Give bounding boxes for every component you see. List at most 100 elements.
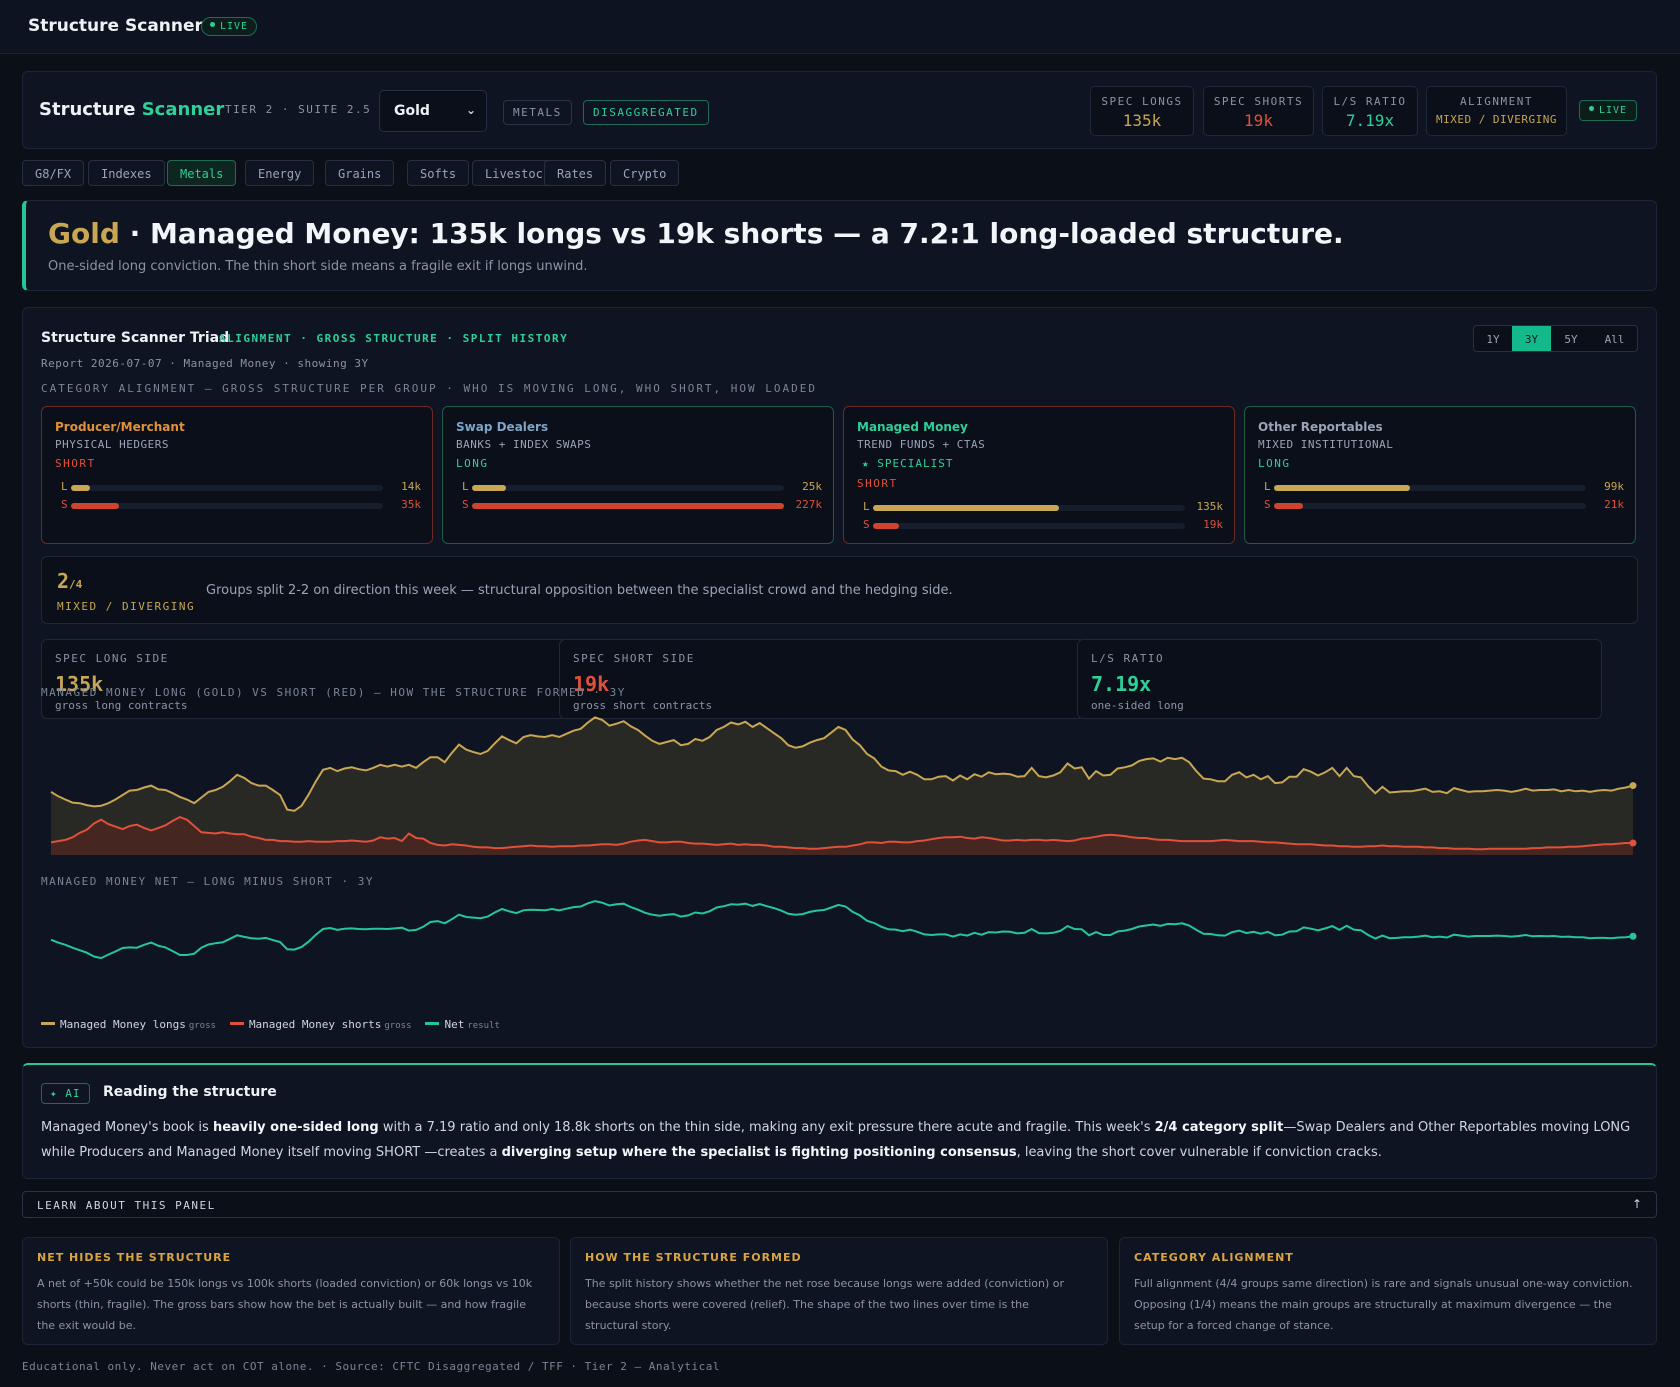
group-card-swap-dealers: Swap Dealers BANKS + INDEX SWAPS LONG L 25k S… [442, 406, 834, 544]
tab-rates[interactable]: Rates [544, 160, 607, 186]
live-dot-icon [1589, 106, 1594, 111]
range-1y[interactable]: 1Y [1486, 333, 1500, 346]
long-short-chart-label: MANAGED MONEY LONG (GOLD) VS SHORT (RED)… [41, 686, 626, 699]
header-title: Structure Scanner [39, 99, 225, 120]
group-name: Swap Dealers [456, 420, 549, 434]
header-live-badge: LIVE [1579, 100, 1638, 121]
short-bar-fill [873, 523, 900, 529]
metals-tag: METALS [503, 100, 572, 125]
short-bar: S 19k [863, 518, 1223, 531]
triad-title: Structure Scanner Triad [41, 330, 230, 346]
kpi-spec-short-side: SPEC SHORT SIDE 19k gross short contracts [559, 639, 1084, 719]
long-short-chart [50, 716, 1637, 855]
edu-text: Full alignment (4/4 groups same directio… [1134, 1277, 1633, 1332]
longs-last-point [1629, 782, 1637, 790]
shorts-line [50, 816, 1633, 851]
range-5y[interactable]: 5Y [1564, 333, 1578, 346]
live-dot-icon [210, 22, 215, 27]
headline-subtitle: One-sided long conviction. The thin shor… [48, 259, 588, 274]
long-bar: L 14k [61, 480, 421, 493]
tab-indexes[interactable]: Indexes [88, 160, 165, 186]
tab-energy[interactable]: Energy [245, 160, 315, 186]
kpi-sub: one-sided long [1091, 699, 1184, 712]
alignment-text: Groups split 2-2 on direction this week … [206, 583, 953, 598]
long-bar: L 99k [1264, 480, 1624, 493]
ai-paragraph: Managed Money's book is heavily one-side… [41, 1120, 1631, 1160]
chevron-down-icon: ⌄ [465, 103, 476, 117]
category-alignment-label: CATEGORY ALIGNMENT — GROSS STRUCTURE PER… [41, 382, 818, 395]
group-description: TREND FUNDS + CTAS [857, 438, 986, 451]
long-bar-fill [1274, 485, 1411, 491]
group-name: Producer/Merchant [55, 420, 185, 434]
kpi-value: 135k [55, 672, 104, 696]
top-bar: Structure Scanner LIVE [0, 0, 1680, 54]
legend-item: Net result [425, 1018, 500, 1031]
edu-title: NET HIDES THE STRUCTURE [37, 1251, 232, 1264]
edu-title: HOW THE STRUCTURE FORMED [585, 1251, 802, 1264]
spec-shorts-stat: SPEC SHORTS 19k [1203, 86, 1314, 136]
triad-subtitle: ALIGNMENT · GROSS STRUCTURE · SPLIT HIST… [219, 332, 569, 345]
legend-item: Managed Money shorts gross [229, 1018, 411, 1031]
shorts-last-point [1629, 839, 1637, 847]
short-bar: S 227k [462, 498, 822, 511]
legend-swatch [425, 1022, 440, 1025]
kpi-label: L/S RATIO [1091, 652, 1165, 665]
edu-card-formed: HOW THE STRUCTURE FORMED The split histo… [570, 1237, 1108, 1345]
short-bar-fill [472, 503, 784, 509]
header-card: Structure Scanner TIER 2 · SUITE 2.5 Gol… [22, 71, 1657, 149]
arrow-up-icon: ↑ [1631, 1197, 1642, 1211]
edu-title: CATEGORY ALIGNMENT [1134, 1251, 1294, 1264]
ls-ratio-stat: L/S RATIO 7.19x [1322, 86, 1418, 136]
group-name: Managed Money [857, 420, 968, 434]
group-direction: LONG [1258, 457, 1291, 470]
net-chart [50, 900, 1637, 960]
short-bar-fill [1274, 503, 1304, 509]
ai-badge: ✦ AI [41, 1083, 90, 1104]
kpi-value: 7.19x [1091, 672, 1152, 696]
edu-text: The split history shows whether the net … [585, 1277, 1064, 1332]
triad-panel: Structure Scanner Triad ALIGNMENT · GROS… [22, 307, 1657, 1048]
tier-label: TIER 2 · SUITE 2.5 [225, 103, 372, 116]
footer-disclaimer: Educational only. Never act on COT alone… [22, 1360, 721, 1373]
long-bar: L 25k [462, 480, 822, 493]
legend-swatch [41, 1022, 55, 1025]
specialist-badge: ★ SPECIALIST [862, 457, 954, 470]
group-card-other-reportables: Other Reportables MIXED INSTITUTIONAL LONG… [1244, 406, 1636, 544]
live-badge: LIVE [201, 17, 258, 36]
kpi-sub: gross long contracts [55, 699, 188, 712]
tab-g8-fx[interactable]: G8/FX [22, 160, 85, 186]
tab-softs[interactable]: Softs [407, 160, 470, 186]
app-title: Structure Scanner [28, 16, 203, 36]
learn-panel-toggle[interactable]: LEARN ABOUT THIS PANEL ↑ [22, 1191, 1657, 1218]
range-all[interactable]: All [1604, 333, 1625, 346]
alignment-summary: 2/4 MIXED / DIVERGING Groups split 2-2 o… [41, 556, 1638, 624]
kpi-sub: gross short contracts [573, 699, 713, 712]
group-description: BANKS + INDEX SWAPS [456, 438, 592, 451]
legend-swatch [229, 1022, 244, 1025]
short-bar: S 35k [61, 498, 421, 511]
edu-text: A net of +50k could be 150k longs vs 100… [37, 1277, 533, 1332]
kpi-label: SPEC LONG SIDE [55, 652, 169, 665]
long-bar: L 135k [863, 500, 1223, 513]
net-line [50, 900, 1634, 960]
short-bar-fill [71, 503, 120, 509]
kpi-label: SPEC SHORT SIDE [573, 652, 695, 665]
group-description: PHYSICAL HEDGERS [55, 438, 169, 451]
long-bar-fill [873, 505, 1059, 511]
longs-area [51, 717, 1633, 855]
tab-grains[interactable]: Grains [325, 160, 395, 186]
kpi-spec-long-side: SPEC LONG SIDE 135k gross long contracts [41, 639, 566, 719]
group-direction: LONG [456, 457, 489, 470]
kpi-value: 19k [573, 672, 610, 696]
group-description: MIXED INSTITUTIONAL [1258, 438, 1394, 451]
net-last-point [1629, 932, 1637, 940]
tab-metals[interactable]: Metals [167, 160, 237, 186]
edu-card-alignment: CATEGORY ALIGNMENT Full alignment (4/4 g… [1119, 1237, 1657, 1345]
range-3y[interactable]: 3Y [1512, 326, 1551, 351]
long-bar-fill [71, 485, 91, 491]
asset-select[interactable]: Gold ⌄ [379, 90, 487, 132]
tab-crypto[interactable]: Crypto [610, 160, 680, 186]
disaggregated-tag: DISAGGREGATED [583, 100, 709, 125]
group-card-producer-merchant: Producer/Merchant PHYSICAL HEDGERS SHORT L 1… [41, 406, 433, 544]
alignment-label: MIXED / DIVERGING [57, 600, 196, 613]
